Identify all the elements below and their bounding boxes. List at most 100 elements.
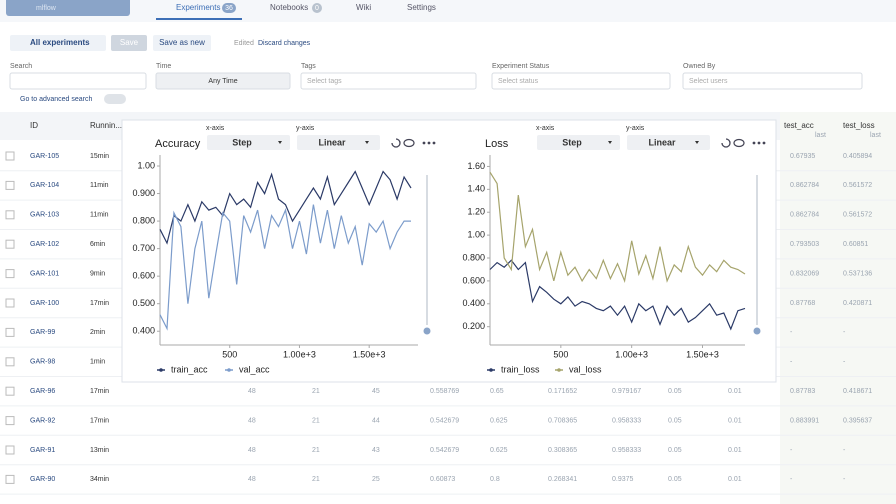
y-mode-dropdown[interactable] <box>297 135 380 150</box>
row-checkbox[interactable] <box>5 386 15 396</box>
run-id[interactable]: GAR-101 <box>30 270 59 277</box>
y-tick-label: 0.500 <box>132 298 155 308</box>
chart-title: Accuracy <box>155 138 201 150</box>
x-mode-dropdown[interactable] <box>537 135 620 150</box>
run-id[interactable]: GAR-96 <box>30 388 55 395</box>
filter-input[interactable] <box>300 72 477 90</box>
tab[interactable]: Experiments <box>176 3 220 12</box>
cell: - <box>843 447 846 454</box>
row-checkbox[interactable] <box>5 298 15 308</box>
run-id[interactable]: GAR-102 <box>30 241 59 248</box>
cell: 0.542679 <box>430 417 459 424</box>
pinned-columns <box>780 112 896 504</box>
row-checkbox[interactable] <box>5 445 15 455</box>
edited-label: Edited <box>234 40 254 47</box>
cell: 0.395637 <box>843 417 872 424</box>
cell: 0.832069 <box>790 270 819 277</box>
filter-input[interactable] <box>682 72 863 90</box>
zoom-slider-handle[interactable] <box>422 326 432 336</box>
cell: 0.405894 <box>843 153 872 160</box>
cell: 0.05 <box>668 417 682 424</box>
cell: 43 <box>372 447 380 454</box>
axis-control-label: y-axis <box>626 125 645 132</box>
project-badge[interactable] <box>6 0 130 16</box>
cell: 0.60873 <box>430 476 455 483</box>
reset-icon[interactable] <box>721 138 731 148</box>
save-new-button[interactable] <box>153 35 211 51</box>
tab[interactable]: Notebooks <box>270 3 308 12</box>
toggle[interactable] <box>104 94 126 104</box>
cell: 0.958333 <box>612 417 641 424</box>
row-checkbox[interactable] <box>5 151 15 161</box>
cell: 21 <box>312 447 320 454</box>
series-line <box>159 204 411 331</box>
run-id[interactable]: GAR-92 <box>30 417 55 424</box>
cell: 0.418671 <box>843 388 872 395</box>
x-mode-dropdown[interactable] <box>207 135 290 150</box>
cell: - <box>790 359 793 366</box>
reset-icon[interactable] <box>391 138 401 148</box>
visibility-icon[interactable] <box>733 138 745 148</box>
filter-label: Tags <box>301 63 316 70</box>
row-checkbox[interactable] <box>5 357 15 367</box>
tab[interactable]: Settings <box>407 3 436 12</box>
row-checkbox[interactable] <box>5 327 15 337</box>
y-mode-dropdown[interactable] <box>627 135 710 150</box>
tab[interactable]: Wiki <box>356 3 371 12</box>
advanced-search-link[interactable]: Go to advanced search <box>20 96 92 103</box>
y-tick-label: 0.400 <box>132 326 155 336</box>
run-id[interactable]: GAR-104 <box>30 182 59 189</box>
row-checkbox[interactable] <box>5 239 15 249</box>
run-id[interactable]: GAR-98 <box>30 359 55 366</box>
row-checkbox[interactable] <box>5 180 15 190</box>
menu-dot[interactable] <box>752 141 756 145</box>
visibility-icon[interactable] <box>403 138 415 148</box>
cell: 0.60851 <box>843 241 868 248</box>
run-id[interactable]: GAR-90 <box>30 476 55 483</box>
run-id[interactable]: GAR-103 <box>30 212 59 219</box>
row-checkbox[interactable] <box>5 269 15 279</box>
axis-control-label: x-axis <box>206 125 225 132</box>
y-tick-label: 0.600 <box>132 271 155 281</box>
cell: 0.542679 <box>430 447 459 454</box>
view-selector[interactable] <box>10 35 106 51</box>
run-time: 17min <box>90 300 109 307</box>
legend-dot <box>159 368 163 372</box>
menu-dot[interactable] <box>432 141 436 145</box>
y-tick-label: 1.00 <box>137 160 155 170</box>
y-tick-label: 0.200 <box>462 321 485 331</box>
column-header: test_acc <box>784 121 814 130</box>
filter-input[interactable] <box>155 72 291 90</box>
run-id[interactable]: GAR-99 <box>30 329 55 336</box>
run-time: 11min <box>90 212 109 219</box>
row-checkbox[interactable] <box>5 474 15 484</box>
cell: 48 <box>248 447 256 454</box>
save-new-label: Save as new <box>159 38 205 47</box>
row-checkbox[interactable] <box>5 416 15 426</box>
cell: - <box>790 329 793 336</box>
menu-dot[interactable] <box>757 141 761 145</box>
x-tick-label: 500 <box>553 349 568 359</box>
menu-dot[interactable] <box>422 141 426 145</box>
filter-input[interactable] <box>9 72 147 90</box>
save-button[interactable] <box>111 35 147 51</box>
x-tick-label: 1.50e+3 <box>353 349 386 359</box>
run-id[interactable]: GAR-91 <box>30 447 55 454</box>
menu-dot[interactable] <box>762 141 766 145</box>
nav-bar <box>0 0 896 22</box>
run-id[interactable]: GAR-105 <box>30 153 59 160</box>
discard-link[interactable]: Discard changes <box>258 40 311 47</box>
cell: 48 <box>248 388 256 395</box>
row-checkbox[interactable] <box>5 210 15 220</box>
cell: 0.67935 <box>790 153 815 160</box>
column-header: Runnin... <box>90 121 122 130</box>
dropdown-caret <box>278 141 282 144</box>
cell: 0.01 <box>728 447 742 454</box>
y-mode: Linear <box>318 137 346 147</box>
run-time: 9min <box>90 270 105 277</box>
filter-input[interactable] <box>491 72 671 90</box>
menu-dot[interactable] <box>427 141 431 145</box>
y-tick-label: 0.800 <box>462 252 485 262</box>
run-id[interactable]: GAR-100 <box>30 300 59 307</box>
zoom-slider-handle[interactable] <box>752 326 762 336</box>
